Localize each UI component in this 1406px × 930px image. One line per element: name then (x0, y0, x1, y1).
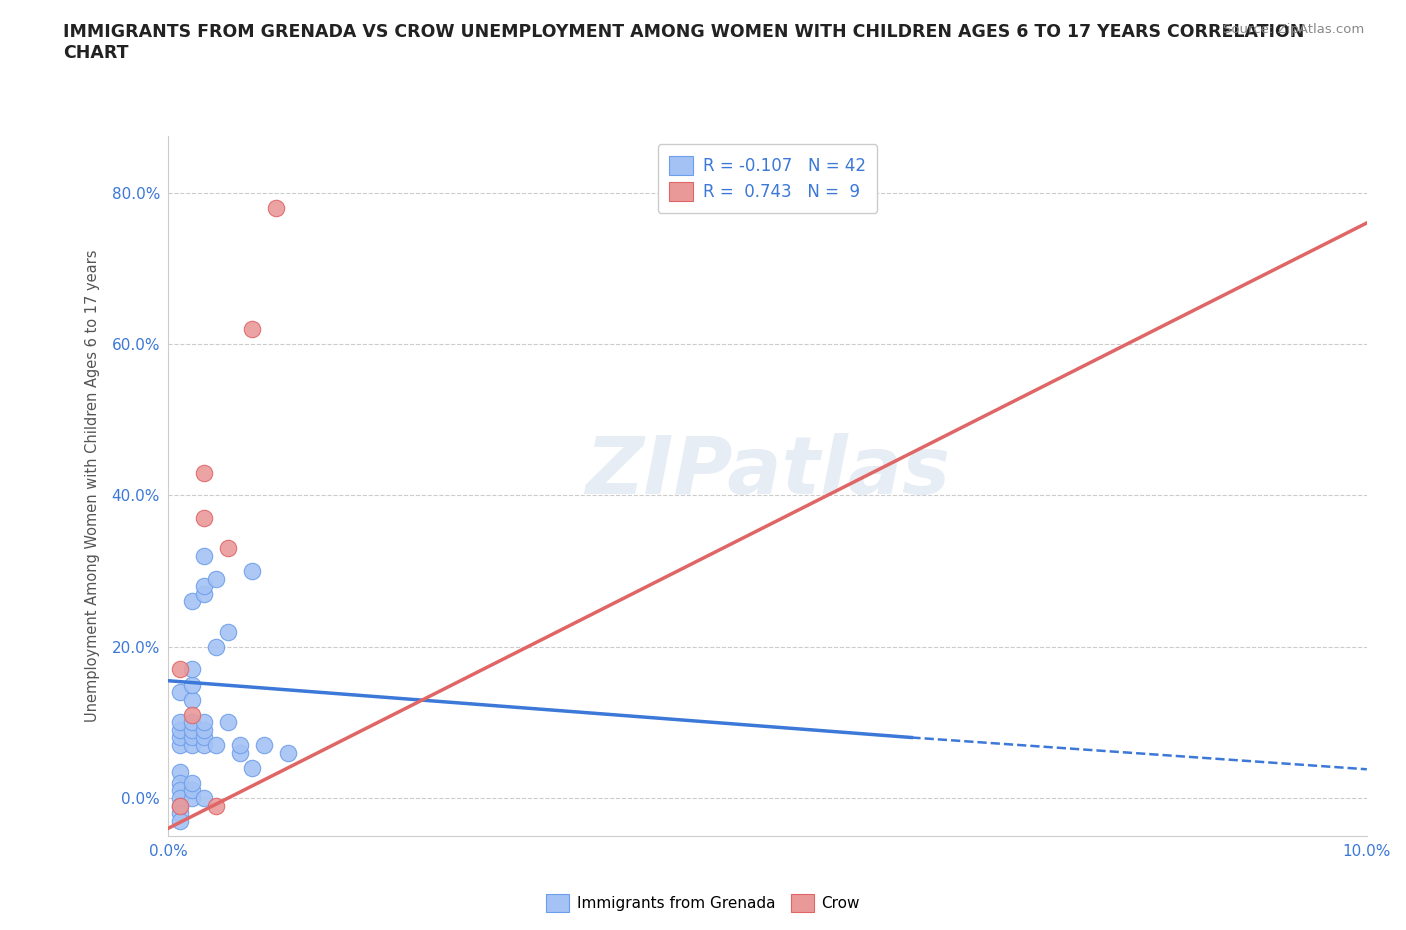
Point (169, 715, 191, 730)
Point (193, 511, 215, 525)
Point (264, 200, 287, 215)
Point (181, 723, 204, 737)
Point (181, 662, 204, 677)
Text: Source: ZipAtlas.com: Source: ZipAtlas.com (1223, 23, 1364, 36)
Point (193, 586, 215, 601)
Point (193, 549, 215, 564)
Point (169, 684, 191, 699)
Point (181, 730, 204, 745)
Point (169, 783, 191, 798)
Point (277, 745, 299, 760)
Point (181, 715, 204, 730)
Point (229, 745, 252, 760)
Legend: R = -0.107   N = 42, R =  0.743   N =  9: R = -0.107 N = 42, R = 0.743 N = 9 (658, 144, 877, 213)
Point (169, 730, 191, 745)
Point (193, 465, 215, 480)
Point (169, 814, 191, 829)
Point (205, 639, 228, 654)
Point (169, 723, 191, 737)
Point (169, 776, 191, 790)
Point (169, 737, 191, 752)
Point (217, 541, 239, 556)
Point (193, 737, 215, 752)
Point (240, 761, 263, 776)
Point (240, 322, 263, 337)
Point (217, 624, 239, 639)
Y-axis label: Unemployment Among Women with Children Ages 6 to 17 years: Unemployment Among Women with Children A… (86, 249, 100, 722)
Text: IMMIGRANTS FROM GRENADA VS CROW UNEMPLOYMENT AMONG WOMEN WITH CHILDREN AGES 6 TO: IMMIGRANTS FROM GRENADA VS CROW UNEMPLOY… (63, 23, 1305, 62)
Point (169, 764, 191, 779)
Point (181, 737, 204, 752)
Point (193, 723, 215, 737)
Point (193, 715, 215, 730)
Point (240, 564, 263, 578)
Point (169, 798, 191, 813)
Point (169, 798, 191, 813)
Legend: Immigrants from Grenada, Crow: Immigrants from Grenada, Crow (540, 888, 866, 918)
Point (181, 790, 204, 805)
Text: ZIPatlas: ZIPatlas (585, 432, 950, 511)
Point (205, 737, 228, 752)
Point (205, 571, 228, 586)
Point (217, 715, 239, 730)
Point (181, 677, 204, 692)
Point (253, 737, 276, 752)
Point (169, 790, 191, 805)
Point (193, 578, 215, 593)
Point (181, 776, 204, 790)
Point (193, 790, 215, 805)
Point (181, 692, 204, 707)
Point (193, 730, 215, 745)
Point (169, 805, 191, 820)
Point (181, 594, 204, 609)
Point (229, 737, 252, 752)
Point (169, 662, 191, 677)
Point (181, 783, 204, 798)
Point (181, 708, 204, 723)
Point (205, 798, 228, 813)
